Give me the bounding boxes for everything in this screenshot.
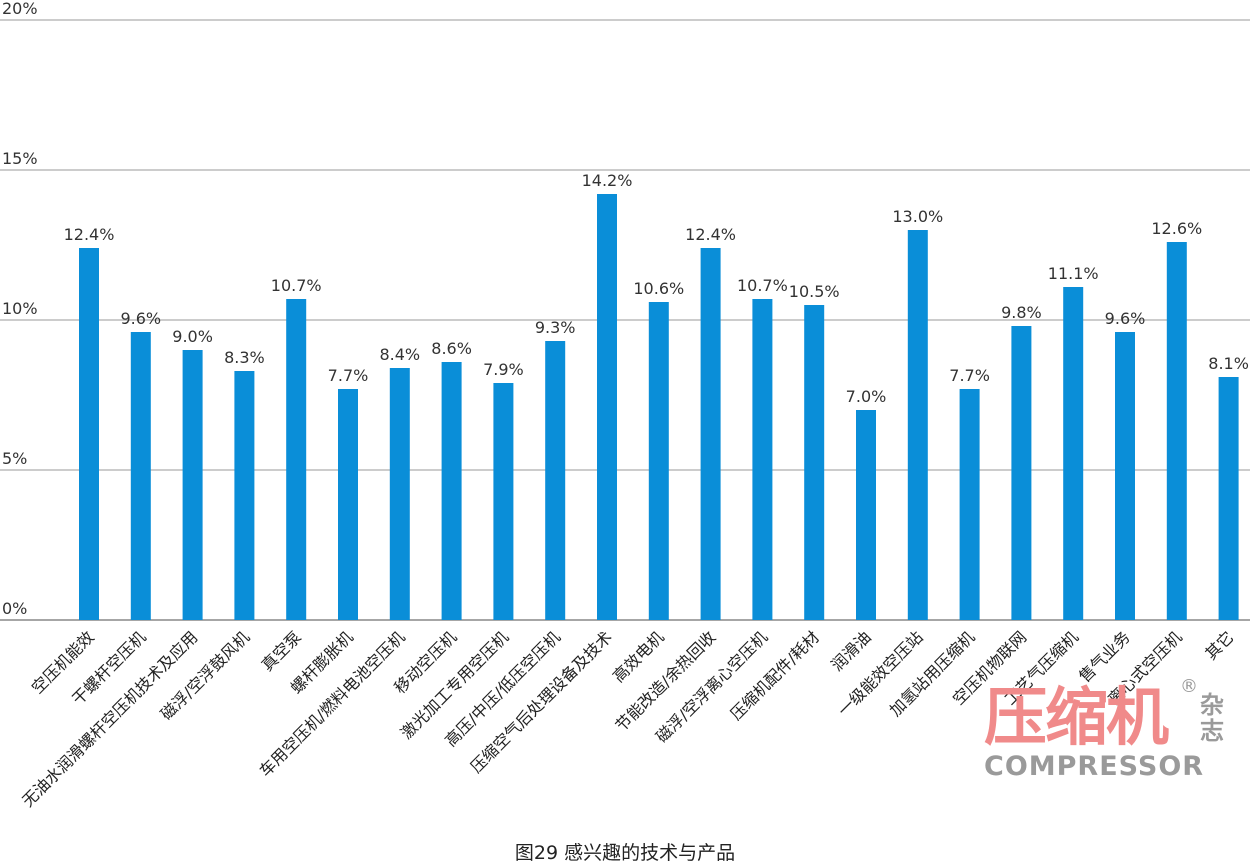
x-category-label: 其它 [1201,627,1237,663]
bar [1218,377,1239,620]
bar [338,389,358,620]
bar [1063,287,1084,620]
data-label: 9.6% [1105,309,1146,328]
registered-mark: ® [1180,676,1198,697]
y-axis-labels: 0% 5% 10% 15% 20% [2,0,38,618]
data-label: 9.8% [1001,303,1042,322]
data-label: 13.0% [892,207,943,226]
bar [545,341,566,620]
data-label: 7.7% [328,366,369,385]
data-label: 10.7% [271,276,322,295]
bar [804,305,825,620]
data-label: 8.4% [379,345,420,364]
y-tick-label: 0% [2,599,27,618]
bar [959,389,980,620]
bar [493,383,514,620]
bar [1166,242,1187,620]
bars [79,194,1239,620]
bar [389,368,410,620]
bar [648,302,669,620]
data-label: 14.2% [582,171,633,190]
x-category-label: 磁浮/空浮鼓风机 [157,627,253,723]
y-tick-label: 15% [2,149,38,168]
bar [856,410,876,620]
logo-chinese-title: 压缩机 [984,681,1169,754]
grid-lines [0,19,1250,621]
chart-caption: 图29 感兴趣的技术与产品 [514,842,736,864]
y-tick-label: 20% [2,0,38,18]
data-label: 10.6% [633,279,684,298]
bar [907,230,928,620]
data-label: 11.1% [1048,264,1099,283]
data-label: 10.5% [789,282,840,301]
y-tick-label: 10% [2,299,38,318]
bar [597,194,617,620]
data-labels: 12.4% 9.6% 9.0% 8.3% 10.7% 7.7% 8.4% 8.6% 7.9% 9.… [64,171,1249,406]
data-label: 12.6% [1151,219,1202,238]
bar [1011,326,1032,620]
data-label: 9.3% [535,318,576,337]
data-label: 9.6% [120,309,161,328]
bar [1115,332,1135,620]
data-label: 7.7% [949,366,990,385]
logo-sub-title: 杂志 [1200,691,1224,745]
data-label: 8.1% [1208,354,1249,373]
data-label: 12.4% [685,225,736,244]
x-category-label: 真空泵 [258,627,305,674]
data-label: 10.7% [737,276,788,295]
bar [182,350,203,620]
data-label: 7.9% [483,360,524,379]
data-label: 8.6% [431,339,472,358]
bar [79,248,99,620]
bar [700,248,721,620]
logo-english-title: COMPRESSOR [984,751,1205,782]
data-label: 12.4% [64,225,115,244]
data-label: 9.0% [172,327,213,346]
data-label: 7.0% [846,387,887,406]
compressor-magazine-logo: 压缩机 ® 杂志 COMPRESSOR [982,676,1234,784]
x-category-label: 润滑油 [827,627,874,674]
bar [130,332,151,620]
bar [286,299,307,620]
bar [441,362,462,620]
bar [752,299,773,620]
y-tick-label: 5% [2,449,27,468]
x-category-label: 压缩机配件/耗材 [727,627,823,723]
bar [234,371,255,620]
data-label: 8.3% [224,348,265,367]
